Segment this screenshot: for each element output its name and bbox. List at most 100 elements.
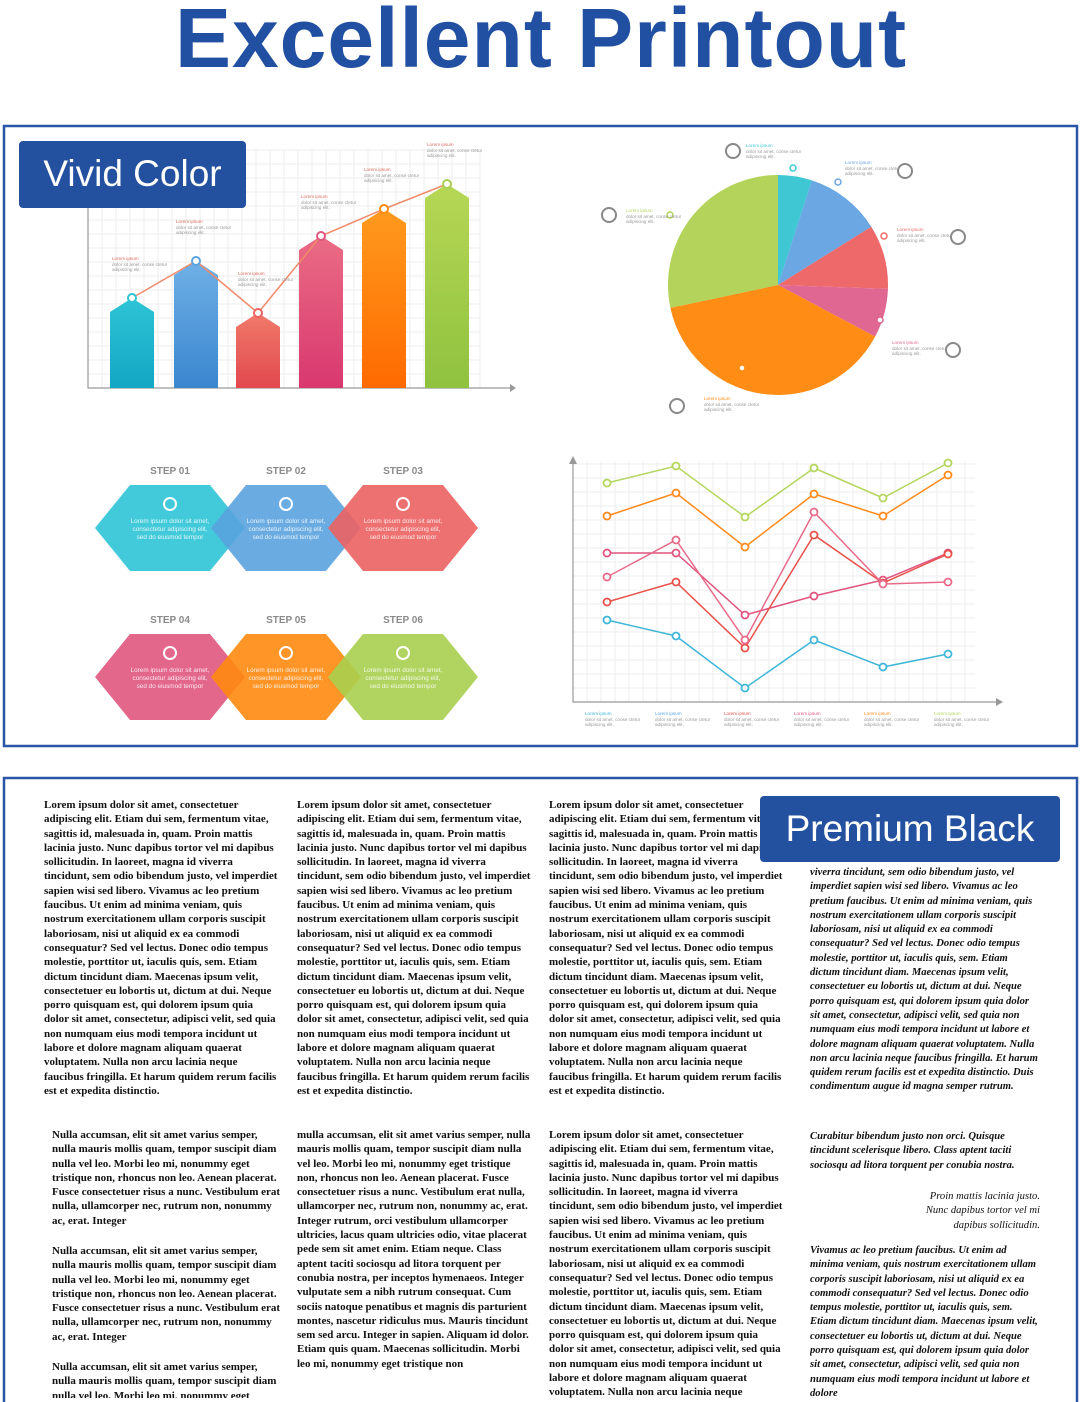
icon	[950, 229, 966, 245]
page-title: Excellent Printout	[174, 0, 908, 85]
callout: Lorem ipsum dolor sit amet, conse ctetur …	[176, 219, 232, 236]
step-icon	[279, 646, 293, 660]
step-text: Lorem ipsum dolor sit amet, consectetur …	[246, 518, 326, 541]
step-text: Lorem ipsum dolor sit amet, consectetur …	[363, 518, 443, 541]
callout: Lorem ipsum dolor sit amet, conse ctetur …	[301, 194, 357, 211]
paragraph: Nulla accumsan, elit sit amet varius sem…	[52, 1361, 277, 1398]
trend-point	[316, 231, 326, 241]
deco-point	[671, 631, 681, 641]
trend-point	[442, 179, 452, 189]
deco-line	[607, 552, 949, 616]
deco-point	[740, 635, 750, 645]
deco-point	[943, 649, 953, 659]
step-hexagon	[211, 634, 361, 720]
bar-shape	[110, 298, 154, 388]
callout-text: dolor sit amet, conse ctetur adipiscing …	[934, 716, 990, 728]
pie-pin	[834, 178, 842, 186]
step-icon	[163, 646, 177, 660]
callout-title: Lorem ipsum	[364, 167, 391, 172]
trend-point	[127, 293, 137, 303]
callout-text: dolor sit amet, conse ctetur adipiscing …	[301, 199, 357, 211]
deco-point	[943, 549, 953, 559]
deco-point	[602, 597, 612, 607]
deco-point	[671, 577, 681, 587]
pie-slice	[670, 285, 876, 395]
callout-text: dolor sit amet, conse ctetur adipiscing …	[112, 261, 168, 273]
bar-shape	[174, 261, 218, 388]
deco-point	[809, 463, 819, 473]
deco-point	[602, 572, 612, 582]
callout-text: dolor sit amet, conse ctetur adipiscing …	[655, 716, 711, 728]
deco-point	[602, 478, 612, 488]
trend-point	[253, 308, 263, 318]
callout: Lorem ipsum dolor sit amet, conse ctetur …	[112, 256, 168, 273]
step-hexagon	[328, 485, 478, 571]
callout-title: Lorem ipsum	[585, 711, 612, 716]
callout-title: Lorem ipsum	[934, 711, 961, 716]
callout: Lorem ipsum dolor sit amet, conse ctetur …	[746, 143, 802, 160]
callout-text: dolor sit amet, conse ctetur adipiscing …	[892, 345, 948, 357]
callout-text: dolor sit amet, conse ctetur adipiscing …	[746, 148, 802, 160]
trend-point	[379, 204, 389, 214]
axis-arrow	[510, 384, 516, 392]
paragraph: Nulla accumsan, elit sit amet varius sem…	[52, 1245, 281, 1343]
callout-title: Lorem ipsum	[724, 711, 751, 716]
callout-title: Lorem ipsum	[794, 711, 821, 716]
paragraph: Proin mattis lacinia justo. Nunc dapibus…	[925, 1191, 1040, 1231]
step-text: Lorem ipsum dolor sit amet, consectetur …	[130, 518, 210, 541]
step-icon	[396, 497, 410, 511]
paragraph: Vivamus ac leo pretium faucibus. Ut enim…	[810, 1245, 1038, 1398]
deco-point	[809, 489, 819, 499]
step-label: STEP 05	[266, 615, 306, 626]
step-text: Lorem ipsum dolor sit amet, consectetur …	[246, 667, 326, 690]
paragraph: Lorem ipsum dolor sit amet, consectetuer…	[44, 799, 278, 1097]
callout-title: Lorem ipsum	[704, 396, 731, 401]
deco-line	[606, 510, 949, 642]
deco-point	[809, 530, 819, 540]
callout-title: Lorem ipsum	[897, 227, 924, 232]
callout: Lorem ipsum dolor sit amet, conse ctetur …	[626, 208, 682, 225]
icon	[601, 207, 617, 223]
callout-text: dolor sit amet, conse ctetur adipiscing …	[704, 401, 760, 413]
callout: Lorem ipsum dolor sit amet, conse ctetur …	[704, 396, 760, 413]
trend-point	[191, 256, 201, 266]
callout: Lorem ipsum dolor sit amet, conse ctetur …	[724, 711, 780, 728]
axis-arrow	[996, 698, 1003, 706]
deco-point	[943, 577, 953, 587]
deco-point	[878, 493, 888, 503]
callout-text: dolor sit amet, conse ctetur adipiscing …	[794, 716, 850, 728]
callout-text: dolor sit amet, conse ctetur adipiscing …	[626, 213, 682, 225]
callout-title: Lorem ipsum	[176, 219, 203, 224]
callout-text: dolor sit amet, conse ctetur adipiscing …	[427, 147, 483, 159]
deco-line	[606, 533, 949, 650]
pie-slice	[778, 226, 888, 289]
paragraph: mulla accumsan, elit sit amet varius sem…	[297, 1129, 531, 1370]
step-icon	[163, 497, 177, 511]
deco-point	[809, 507, 819, 517]
callout-text: dolor sit amet, conse ctetur adipiscing …	[238, 276, 294, 288]
step-hexagon	[95, 485, 245, 571]
deco-point	[740, 683, 750, 693]
step-label: STEP 03	[383, 466, 423, 477]
pie-slice	[778, 285, 888, 337]
callout-title: Lorem ipsum	[238, 271, 265, 276]
icon	[945, 342, 961, 358]
deco-point	[878, 579, 888, 589]
trend-line	[131, 183, 448, 315]
step-icon	[279, 497, 293, 511]
paragraph: viverra tincidunt, sem odio bibendum jus…	[810, 867, 1038, 1093]
panel-label: Premium Black	[760, 796, 1060, 862]
callout-title: Lorem ipsum	[864, 711, 891, 716]
callout: Lorem ipsum dolor sit amet, conse ctetur …	[897, 227, 953, 244]
callout: Lorem ipsum dolor sit amet, conse ctetur …	[864, 711, 920, 728]
callout-title: Lorem ipsum	[112, 256, 139, 261]
callout-text: dolor sit amet, conse ctetur adipiscing …	[897, 232, 953, 244]
bar-shape	[299, 236, 343, 388]
deco-point	[602, 615, 612, 625]
icon	[725, 143, 741, 159]
paragraph: Curabitur bibendum justo non orci. Quisq…	[810, 1131, 1015, 1171]
step-hexagon	[211, 485, 361, 571]
bar-shape	[236, 313, 280, 388]
